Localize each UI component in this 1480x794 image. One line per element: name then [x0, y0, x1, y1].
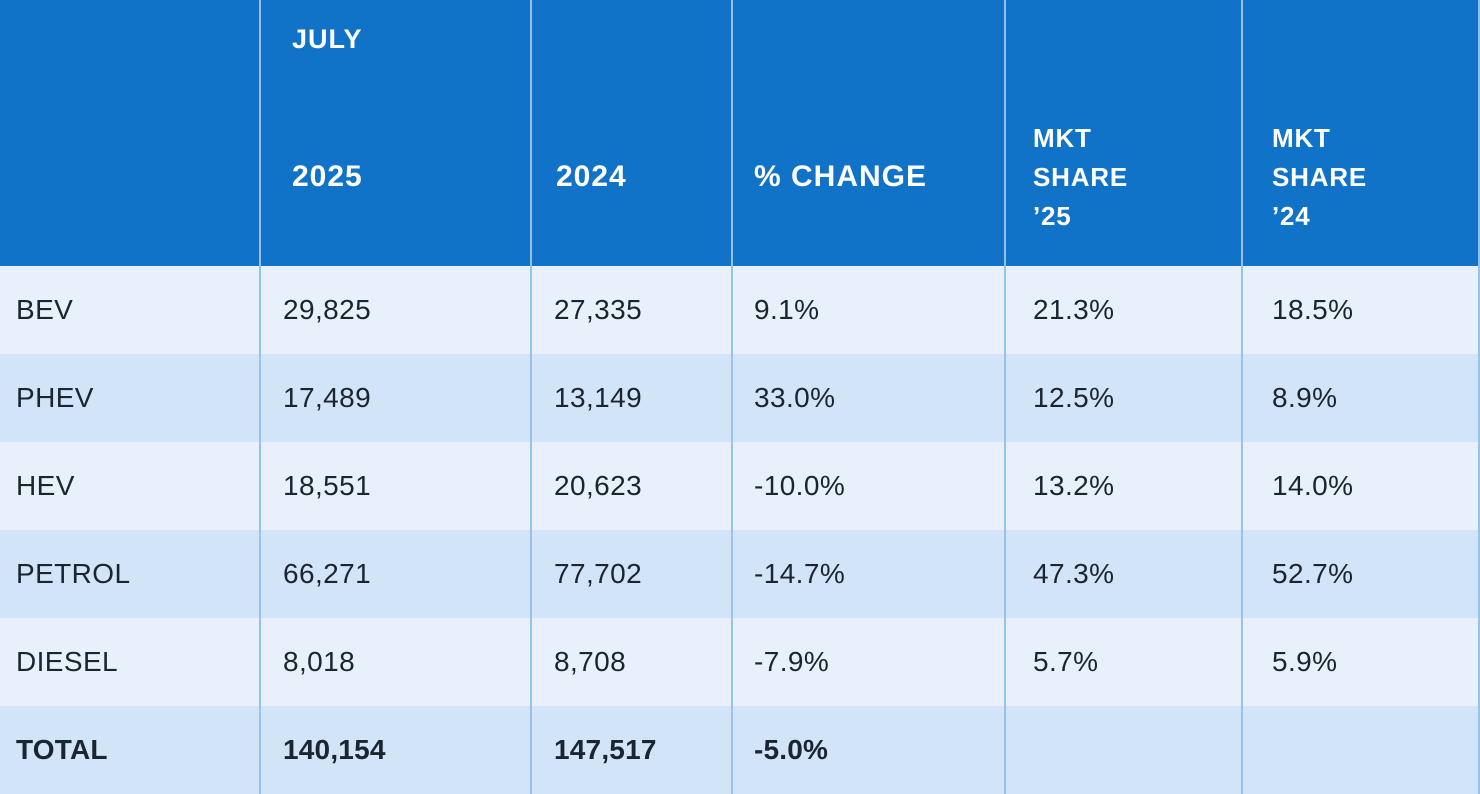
table-row-hev: HEV 18,551 20,623 -10.0% 13.2% 14.0% [0, 442, 1480, 530]
column-header-mkt-share-25: MKT SHARE ’25 [1033, 123, 1129, 231]
header-cell-mkt-share-24: MKT SHARE ’24 [1241, 0, 1480, 266]
value-2025: 66,271 [259, 530, 530, 618]
value-2024: 8,708 [530, 618, 731, 706]
value-share-25: 21.3% [1004, 266, 1241, 354]
value-share-25: 12.5% [1004, 354, 1241, 442]
value-change: 9.1% [731, 266, 1004, 354]
column-header-2024: 2024 [556, 160, 627, 193]
value-2025: 17,489 [259, 354, 530, 442]
value-2024: 13,149 [530, 354, 731, 442]
row-label: BEV [16, 294, 74, 325]
value-share-25: 47.3% [1004, 530, 1241, 618]
column-header-2025: 2025 [292, 160, 363, 193]
table-row-phev: PHEV 17,489 13,149 33.0% 12.5% 8.9% [0, 354, 1480, 442]
value-2025: 8,018 [259, 618, 530, 706]
value-share-24: 18.5% [1241, 266, 1480, 354]
header-cell-2024: 2024 [530, 0, 731, 266]
value-2024: 77,702 [530, 530, 731, 618]
row-label: HEV [16, 470, 75, 501]
value-share-24 [1241, 706, 1480, 794]
column-header-mkt-share-24: MKT SHARE ’24 [1272, 123, 1368, 231]
row-label: PETROL [16, 558, 131, 589]
value-2025: 29,825 [259, 266, 530, 354]
value-share-24: 52.7% [1241, 530, 1480, 618]
value-share-24: 14.0% [1241, 442, 1480, 530]
table-row-total: TOTAL 140,154 147,517 -5.0% [0, 706, 1480, 794]
value-change: -10.0% [731, 442, 1004, 530]
row-label: DIESEL [16, 646, 118, 677]
row-label: PHEV [16, 382, 94, 413]
value-2025: 140,154 [259, 706, 530, 794]
value-share-25 [1004, 706, 1241, 794]
table-row-bev: BEV 29,825 27,335 9.1% 21.3% 18.5% [0, 266, 1480, 354]
table-row-diesel: DIESEL 8,018 8,708 -7.9% 5.7% 5.9% [0, 618, 1480, 706]
table-row-petrol: PETROL 66,271 77,702 -14.7% 47.3% 52.7% [0, 530, 1480, 618]
period-label: JULY [292, 24, 363, 54]
value-change: -5.0% [731, 706, 1004, 794]
value-share-25: 5.7% [1004, 618, 1241, 706]
value-share-24: 5.9% [1241, 618, 1480, 706]
value-change: 33.0% [731, 354, 1004, 442]
value-share-25: 13.2% [1004, 442, 1241, 530]
table-header-row: JULY 2025 2024 % CHANGE MKT SHARE ’25 MK… [0, 0, 1480, 266]
header-cell-2025: JULY 2025 [259, 0, 530, 266]
column-header-change: % CHANGE [754, 160, 928, 193]
value-2024: 20,623 [530, 442, 731, 530]
value-2025: 18,551 [259, 442, 530, 530]
header-cell-mkt-share-25: MKT SHARE ’25 [1004, 0, 1241, 266]
value-2024: 147,517 [530, 706, 731, 794]
value-2024: 27,335 [530, 266, 731, 354]
value-change: -14.7% [731, 530, 1004, 618]
value-share-24: 8.9% [1241, 354, 1480, 442]
value-change: -7.9% [731, 618, 1004, 706]
row-label: TOTAL [16, 734, 108, 765]
header-cell-change: % CHANGE [731, 0, 1004, 266]
header-cell-category [0, 0, 259, 266]
